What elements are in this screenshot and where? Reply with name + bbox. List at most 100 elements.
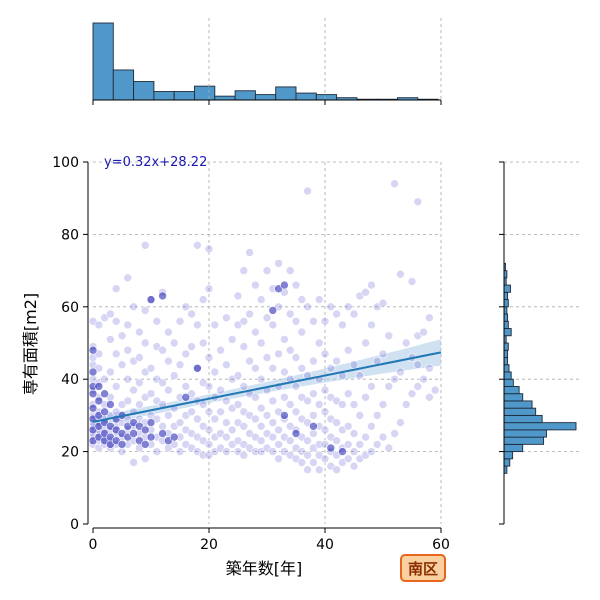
scatter-point — [309, 316, 318, 326]
scatter-point — [100, 389, 109, 399]
scatter-point — [343, 302, 353, 312]
scatter-point — [419, 327, 428, 337]
y-hist-bar — [503, 357, 509, 366]
scatter-point — [140, 306, 150, 315]
scatter-point — [100, 374, 109, 384]
x-hist-bar — [133, 81, 155, 101]
scatter-point — [285, 309, 295, 319]
scatter-point — [303, 450, 312, 460]
scatter-point — [425, 363, 434, 373]
scatter-point — [111, 382, 121, 391]
scatter-point — [378, 432, 388, 442]
scatter-point — [198, 400, 208, 409]
scatter-point — [268, 363, 278, 373]
scatter-point — [367, 421, 376, 431]
scatter-point — [372, 440, 382, 449]
scatter-point — [274, 259, 283, 268]
scatter-point — [94, 382, 104, 391]
scatter-point — [94, 396, 104, 406]
scatter-point — [222, 360, 231, 370]
scatter-point — [396, 367, 405, 377]
scatter-point — [117, 360, 127, 370]
scatter-point — [268, 432, 278, 442]
scatter-point — [198, 338, 208, 348]
scatter-point — [355, 440, 365, 449]
scatter-point — [158, 429, 167, 438]
scatter-point — [117, 331, 127, 341]
scatter-point — [309, 389, 318, 399]
scatter-point — [164, 356, 173, 366]
scatter-point — [117, 447, 127, 456]
scatter-point — [193, 414, 202, 424]
y-hist-bar — [503, 385, 520, 395]
scatter-point — [343, 345, 353, 355]
scatter-point — [245, 309, 254, 319]
scatter-point — [187, 309, 196, 319]
scatter-point — [285, 345, 295, 355]
scatter-point — [297, 295, 307, 304]
scatter-point — [169, 371, 179, 380]
scatter-point — [256, 436, 266, 446]
scatter-point — [303, 186, 312, 196]
x-axis-title: 築年数[年] — [226, 559, 303, 578]
scatter-point — [210, 414, 220, 424]
x-tick-label: 20 — [200, 537, 218, 553]
scatter-point — [320, 407, 330, 417]
y-tick-label: 20 — [61, 445, 79, 461]
scatter-point — [291, 429, 301, 438]
scatter-point — [222, 418, 231, 427]
scatter-point — [349, 447, 359, 456]
scatter-point — [332, 309, 341, 319]
scatter-point — [239, 316, 249, 326]
scatter-point — [256, 295, 266, 304]
scatter-point — [181, 382, 191, 391]
district-badge: 南区 — [400, 554, 446, 582]
scatter-point — [123, 320, 133, 330]
scatter-point — [361, 432, 370, 442]
scatter-point — [303, 436, 312, 446]
scatter-point — [123, 396, 133, 406]
scatter-point — [309, 356, 318, 366]
scatter-point — [169, 338, 179, 348]
scatter-point — [343, 440, 353, 449]
scatter-point — [123, 273, 133, 283]
scatter-point — [111, 284, 121, 294]
scatter-points — [88, 179, 440, 475]
x-hist-bar — [295, 92, 317, 101]
x-hist-bar — [214, 95, 236, 101]
axes: 0 20 40 60 0 20 40 60 80 100 — [52, 155, 450, 553]
scatter-point — [355, 371, 365, 380]
scatter-point — [413, 197, 423, 207]
y-hist-bar — [503, 429, 547, 438]
scatter-point — [251, 363, 260, 373]
regression-equation: y=0.32x+28.22 — [104, 155, 207, 170]
scatter-point — [106, 367, 115, 377]
scatter-point — [187, 342, 196, 351]
scatter-point — [146, 295, 156, 304]
scatter-point — [88, 389, 98, 399]
scatter-point — [164, 385, 173, 395]
scatter-point — [256, 338, 266, 348]
y-hist-bar — [503, 436, 545, 445]
scatter-point — [245, 248, 254, 257]
y-hist-bar — [503, 371, 512, 380]
scatter-point — [390, 179, 399, 188]
scatter-point — [233, 291, 243, 301]
y-tick-label: 100 — [52, 155, 79, 171]
x-hist-bar — [112, 69, 135, 101]
scatter-point — [88, 403, 98, 413]
scatter-point — [314, 400, 324, 409]
scatter-point — [285, 266, 295, 275]
scatter-point — [430, 385, 440, 395]
scatter-point — [268, 396, 278, 406]
scatter-point — [216, 385, 225, 395]
scatter-point — [256, 374, 266, 384]
scatter-point — [378, 400, 388, 409]
y-hist-bar — [503, 422, 577, 431]
scatter-point — [158, 378, 167, 388]
scatter-point — [349, 309, 359, 319]
scatter-point — [425, 313, 434, 323]
scatter-point — [309, 458, 318, 467]
scatter-point — [158, 345, 167, 355]
